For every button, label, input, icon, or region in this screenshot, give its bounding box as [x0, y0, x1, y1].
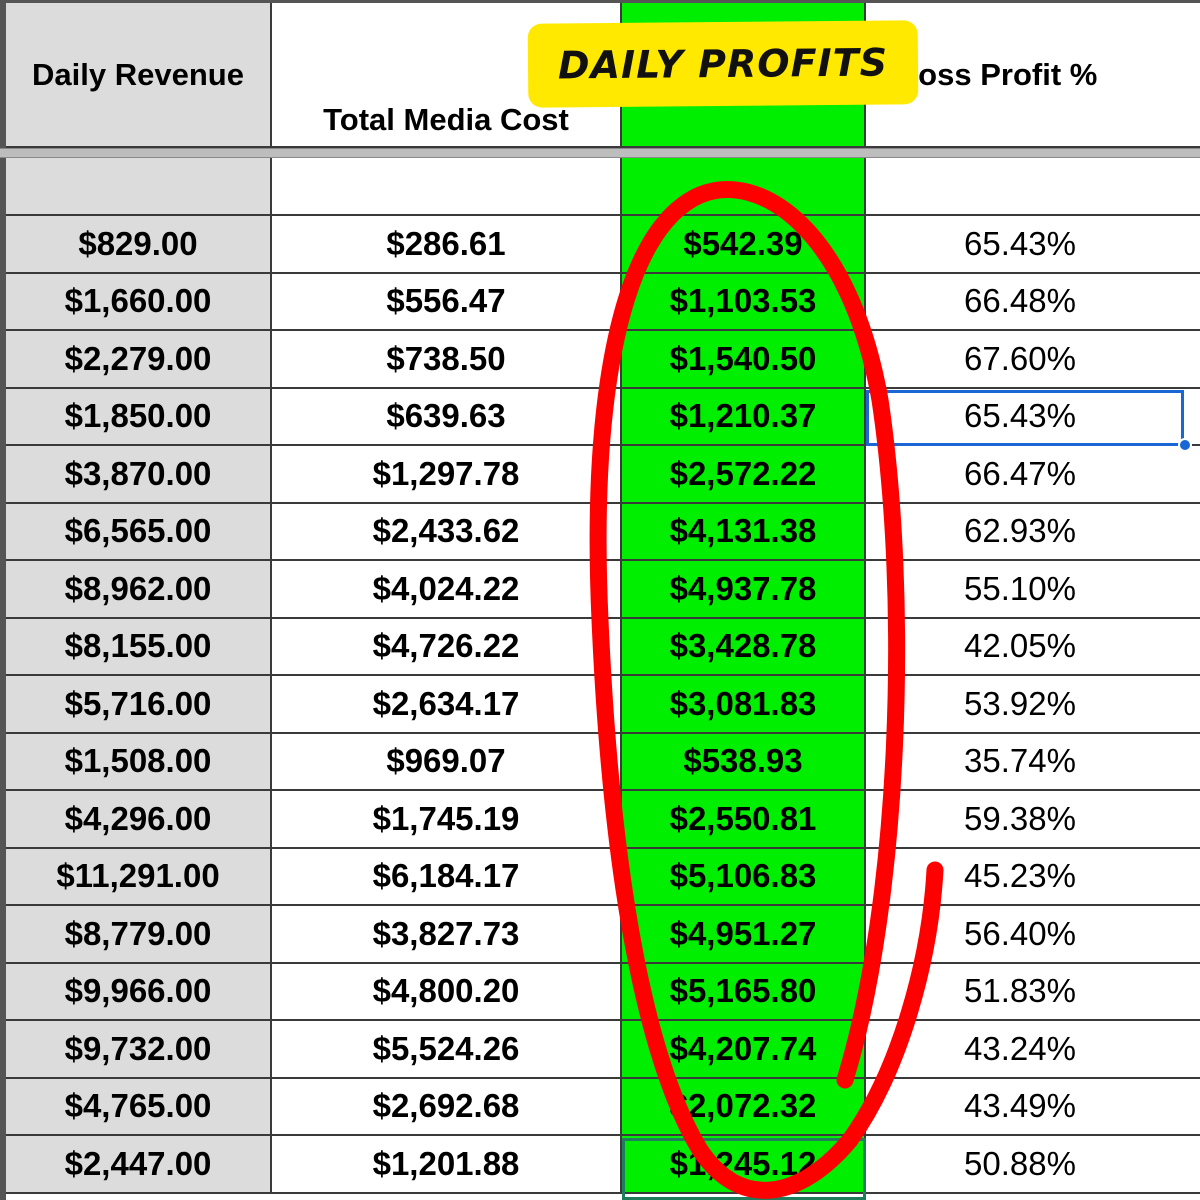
cell-daily-revenue[interactable]: $3,870.00 — [6, 446, 272, 504]
cell-total-media-cost[interactable]: $4,726.22 — [272, 618, 622, 676]
cell-total-media-cost[interactable]: $1,745.19 — [272, 791, 622, 849]
cell-gross-profit-percent[interactable]: 59.38% — [866, 791, 1200, 849]
cell-total-media-cost[interactable]: $1,201.88 — [272, 1136, 622, 1194]
cell-total-media-cost[interactable]: $969.07 — [272, 733, 622, 791]
empty-cell-gross-profit[interactable] — [866, 158, 1200, 216]
cell-daily-revenue[interactable]: $8,962.00 — [6, 561, 272, 619]
empty-cell-media-cost[interactable] — [272, 158, 622, 216]
cell-gross-profit-percent[interactable]: 55.10% — [866, 561, 1200, 619]
cell-total-media-cost[interactable]: $4,024.22 — [272, 561, 622, 619]
empty-cell-profit[interactable] — [622, 158, 866, 216]
cell-profit[interactable]: $4,207.74 — [622, 1021, 866, 1079]
cell-profit[interactable]: $3,428.78 — [622, 618, 866, 676]
cell-gross-profit-percent[interactable]: 50.88% — [866, 1136, 1200, 1194]
header-daily-revenue[interactable]: Daily Revenue — [6, 3, 272, 148]
cell-gross-profit-percent[interactable]: 43.49% — [866, 1079, 1200, 1136]
cell-profit[interactable]: $4,937.78 — [622, 561, 866, 619]
cell-daily-revenue[interactable]: $829.00 — [6, 216, 272, 274]
cell-profit[interactable]: $1,210.37 — [622, 388, 866, 446]
cell-profit[interactable]: $1,103.53 — [622, 273, 866, 331]
cell-total-media-cost[interactable]: $1,297.78 — [272, 446, 622, 504]
cell-gross-profit-percent[interactable]: 35.74% — [866, 734, 1200, 791]
cell-gross-profit-percent[interactable]: 66.47% — [866, 446, 1200, 504]
cell-total-media-cost[interactable]: $2,433.62 — [272, 503, 622, 561]
cell-gross-profit-percent[interactable]: 66.48% — [866, 274, 1200, 331]
cell-daily-revenue[interactable]: $1,508.00 — [6, 733, 272, 791]
cell-daily-revenue[interactable]: $9,966.00 — [6, 963, 272, 1021]
cell-total-media-cost[interactable]: $556.47 — [272, 273, 622, 331]
cell-total-media-cost[interactable]: $5,524.26 — [272, 1021, 622, 1079]
cell-daily-revenue[interactable]: $9,732.00 — [6, 1021, 272, 1079]
cell-profit[interactable]: $4,951.27 — [622, 906, 866, 964]
cell-total-media-cost[interactable]: $738.50 — [272, 331, 622, 389]
cell-profit[interactable]: $2,550.81 — [622, 791, 866, 849]
cell-daily-revenue[interactable]: $5,716.00 — [6, 676, 272, 734]
cell-total-media-cost[interactable]: $639.63 — [272, 388, 622, 446]
cell-profit[interactable]: $4,131.38 — [622, 503, 866, 561]
frozen-row-divider[interactable] — [0, 148, 1200, 158]
cell-gross-profit-percent[interactable]: 56.40% — [866, 906, 1200, 964]
daily-profits-sticker: DAILY PROFITS — [527, 20, 919, 108]
cell-profit[interactable]: $3,081.83 — [622, 676, 866, 734]
cell-gross-profit-percent[interactable]: 67.60% — [866, 331, 1200, 389]
cell-total-media-cost[interactable]: $3,827.73 — [272, 906, 622, 964]
cell-profit[interactable]: $538.93 — [622, 733, 866, 791]
cell-daily-revenue[interactable]: $8,155.00 — [6, 618, 272, 676]
selection-fill-handle[interactable] — [1178, 438, 1192, 452]
cell-total-media-cost[interactable]: $4,800.20 — [272, 963, 622, 1021]
cell-gross-profit-percent[interactable]: 51.83% — [866, 964, 1200, 1021]
cell-daily-revenue[interactable]: $2,279.00 — [6, 331, 272, 389]
cell-daily-revenue[interactable]: $1,660.00 — [6, 273, 272, 331]
cell-total-media-cost[interactable]: $2,692.68 — [272, 1078, 622, 1136]
cell-gross-profit-percent[interactable]: 65.43% — [866, 389, 1200, 446]
empty-cell-revenue[interactable] — [6, 158, 272, 216]
cell-gross-profit-percent[interactable]: 53.92% — [866, 676, 1200, 734]
cell-gross-profit-percent[interactable]: 45.23% — [866, 849, 1200, 906]
cell-gross-profit-percent[interactable]: 43.24% — [866, 1021, 1200, 1079]
sheet-left-border — [0, 0, 6, 1200]
cell-daily-revenue[interactable]: $4,765.00 — [6, 1078, 272, 1136]
cell-total-media-cost[interactable]: $286.61 — [272, 216, 622, 274]
cell-profit[interactable]: $5,165.80 — [622, 963, 866, 1021]
cell-daily-revenue[interactable]: $8,779.00 — [6, 906, 272, 964]
cell-daily-revenue[interactable]: $1,850.00 — [6, 388, 272, 446]
cell-daily-revenue[interactable]: $11,291.00 — [6, 848, 272, 906]
cell-profit[interactable]: $542.39 — [622, 216, 866, 274]
cell-profit[interactable]: $5,106.83 — [622, 848, 866, 906]
cell-profit[interactable]: $2,072.32 — [622, 1078, 866, 1136]
sheet-top-border — [0, 0, 1200, 3]
cell-gross-profit-percent[interactable]: 65.43% — [866, 216, 1200, 274]
cell-profit[interactable]: $1,245.12 — [622, 1136, 866, 1194]
cell-daily-revenue[interactable]: $6,565.00 — [6, 503, 272, 561]
cell-profit[interactable]: $1,540.50 — [622, 331, 866, 389]
cell-profit[interactable]: $2,572.22 — [622, 446, 866, 504]
cell-total-media-cost[interactable]: $2,634.17 — [272, 676, 622, 734]
cell-daily-revenue[interactable]: $4,296.00 — [6, 791, 272, 849]
cell-total-media-cost[interactable]: $6,184.17 — [272, 848, 622, 906]
cell-daily-revenue[interactable]: $2,447.00 — [6, 1136, 272, 1194]
cell-gross-profit-percent[interactable]: 42.05% — [866, 619, 1200, 676]
cell-gross-profit-percent[interactable]: 62.93% — [866, 504, 1200, 561]
